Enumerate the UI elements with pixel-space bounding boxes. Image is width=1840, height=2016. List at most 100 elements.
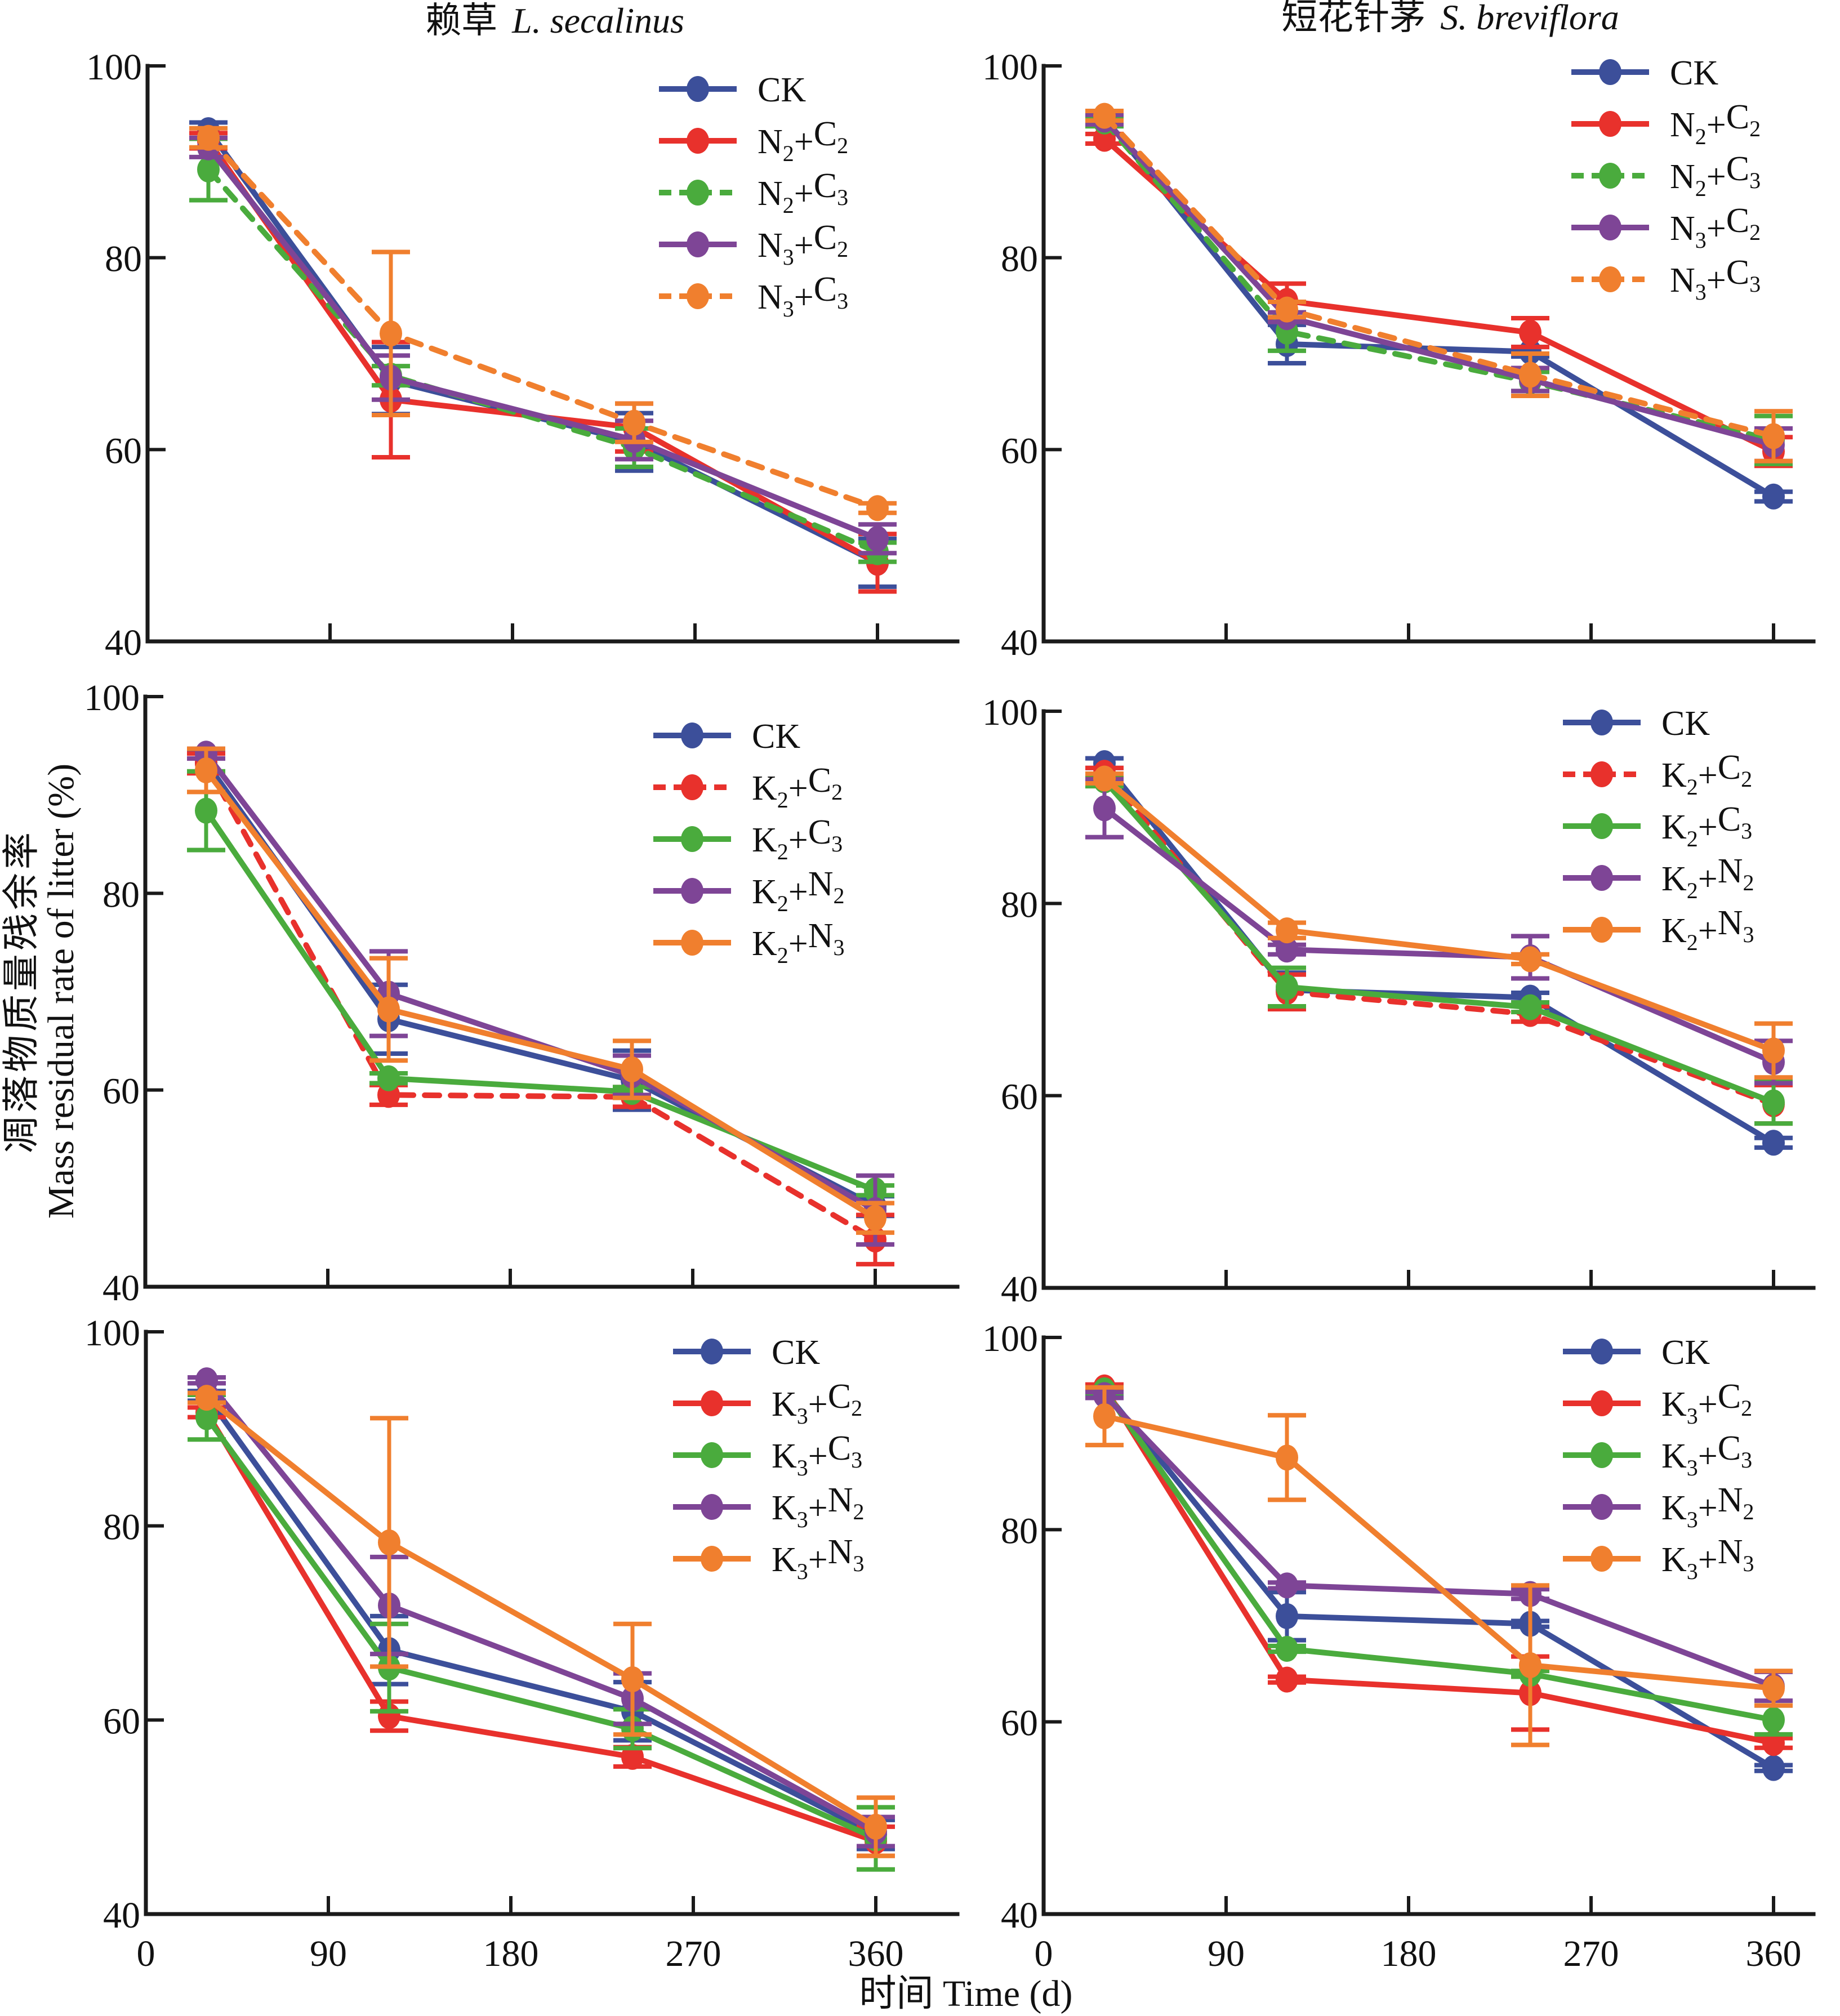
x-axis-title: 时间 Time (d) bbox=[859, 1973, 1073, 2014]
legend-swatch-marker bbox=[1590, 1390, 1613, 1416]
legend-label-subscript: 2 bbox=[777, 787, 788, 813]
legend-label-subscript: 3 bbox=[1687, 1455, 1698, 1480]
legend-label-part: K bbox=[772, 1437, 797, 1475]
legend-swatch-marker bbox=[701, 1546, 723, 1572]
legend-label-part: C bbox=[814, 115, 837, 153]
series-line bbox=[1102, 778, 1775, 1105]
legend-label-part: C bbox=[1726, 150, 1749, 188]
legend-label-subscript: 2 bbox=[777, 891, 788, 916]
legend-label: K3+C3 bbox=[772, 1429, 862, 1480]
legend-label-part: K bbox=[1661, 912, 1687, 950]
y-tick-label: 80 bbox=[103, 1507, 140, 1548]
y-tick-label: 100 bbox=[982, 47, 1038, 88]
legend-label-part: + bbox=[788, 821, 808, 859]
legend-label-part: K bbox=[752, 821, 777, 859]
legend-label-part: C bbox=[1726, 202, 1749, 240]
series-K2+N2 bbox=[187, 741, 894, 1247]
legend-label-part: N bbox=[1670, 209, 1695, 248]
series-line bbox=[1102, 1393, 1775, 1689]
legend-label-subscript: 3 bbox=[1749, 271, 1761, 297]
series-K2+N2 bbox=[1085, 777, 1793, 1086]
legend-label-part: N bbox=[1718, 904, 1743, 942]
legend-item: CK bbox=[673, 1333, 820, 1372]
data-point bbox=[377, 1065, 400, 1091]
legend-label-subscript: 2 bbox=[783, 193, 794, 218]
legend-item: K3+C2 bbox=[1563, 1377, 1752, 1429]
legend-label-part: N bbox=[758, 278, 783, 316]
y-tick-label: 60 bbox=[1001, 1703, 1038, 1744]
legend-label-part: N bbox=[828, 1481, 853, 1519]
data-point bbox=[197, 156, 220, 182]
legend-swatch-marker bbox=[681, 878, 703, 904]
legend-swatch-marker bbox=[681, 722, 703, 748]
y-tick-label: 60 bbox=[1001, 1077, 1038, 1118]
legend-label: N2+C2 bbox=[758, 115, 848, 166]
data-point bbox=[1276, 1572, 1298, 1599]
series-K2+N3 bbox=[1085, 765, 1793, 1080]
y-tick-label: 100 bbox=[84, 1313, 140, 1354]
data-point bbox=[1276, 917, 1298, 944]
legend-label: K2+C2 bbox=[752, 761, 843, 813]
data-point bbox=[195, 1404, 218, 1430]
legend-label-part: K bbox=[1661, 1437, 1687, 1475]
legend-label-subscript: 3 bbox=[797, 1559, 808, 1584]
data-point bbox=[1276, 974, 1298, 1000]
legend-swatch-marker bbox=[681, 826, 703, 852]
legend-label-part: K bbox=[1661, 1385, 1687, 1424]
data-point bbox=[1762, 1755, 1785, 1781]
legend-label: K3+N2 bbox=[1661, 1481, 1754, 1532]
data-point bbox=[1762, 1707, 1785, 1733]
y-tick-label: 60 bbox=[103, 1701, 140, 1742]
legend-swatch-marker bbox=[701, 1390, 723, 1416]
data-point bbox=[866, 525, 889, 552]
legend-swatch-marker bbox=[681, 774, 703, 800]
series-K3+N3 bbox=[1085, 1385, 1793, 1747]
legend-label-part: N bbox=[828, 1533, 853, 1571]
legend-label-part: N bbox=[1718, 1481, 1743, 1519]
legend-label-part: C bbox=[1718, 1377, 1741, 1416]
column-title-left: 赖草 L. secalinus bbox=[425, 1, 684, 41]
y-tick-label: 80 bbox=[1001, 884, 1038, 925]
legend-label: CK bbox=[752, 717, 800, 756]
legend-item: K2+C2 bbox=[653, 761, 843, 813]
y-tick-label: 80 bbox=[105, 239, 142, 280]
data-point bbox=[1093, 795, 1116, 822]
legend-swatch-marker bbox=[1590, 917, 1613, 943]
legend-swatch-marker bbox=[1590, 1494, 1613, 1520]
y-axis-title: 凋落物质量残余率 Mass residual rate of litter (%… bbox=[1, 764, 82, 1219]
data-point bbox=[1762, 1675, 1785, 1701]
legend-label-part: C bbox=[814, 167, 837, 205]
legend-label-part: C bbox=[1726, 253, 1749, 292]
legend-label-part: N bbox=[808, 865, 834, 903]
legend-item: K3+N2 bbox=[673, 1481, 865, 1532]
series-line bbox=[1102, 806, 1775, 1065]
legend-label-subscript: 3 bbox=[797, 1507, 808, 1532]
legend-label-part: + bbox=[1698, 1385, 1718, 1424]
legend-label-subscript: 3 bbox=[1687, 1403, 1698, 1429]
x-tick-label: 180 bbox=[483, 1933, 539, 1974]
legend-swatch-marker bbox=[1590, 865, 1613, 891]
series-N3+C3 bbox=[189, 124, 897, 521]
legend-label-part: N bbox=[1670, 158, 1695, 196]
series-CK bbox=[187, 750, 894, 1219]
legend-swatch-marker bbox=[1590, 813, 1613, 839]
legend-label-part: + bbox=[1698, 808, 1718, 846]
legend-label-part: + bbox=[1698, 1489, 1718, 1527]
legend-swatch-marker bbox=[687, 128, 709, 154]
legend-label: N3+C3 bbox=[1670, 253, 1761, 305]
legend-item: CK bbox=[653, 717, 800, 756]
data-point bbox=[1762, 483, 1785, 510]
legend-label: CK bbox=[772, 1333, 820, 1372]
series-line bbox=[204, 1415, 877, 1841]
data-point bbox=[621, 1056, 643, 1082]
data-point bbox=[378, 1529, 400, 1555]
legend-label-part: C bbox=[828, 1377, 851, 1416]
legend-label: K2+N2 bbox=[1661, 852, 1754, 903]
data-point bbox=[195, 797, 217, 824]
legend-label-part: + bbox=[808, 1489, 828, 1527]
